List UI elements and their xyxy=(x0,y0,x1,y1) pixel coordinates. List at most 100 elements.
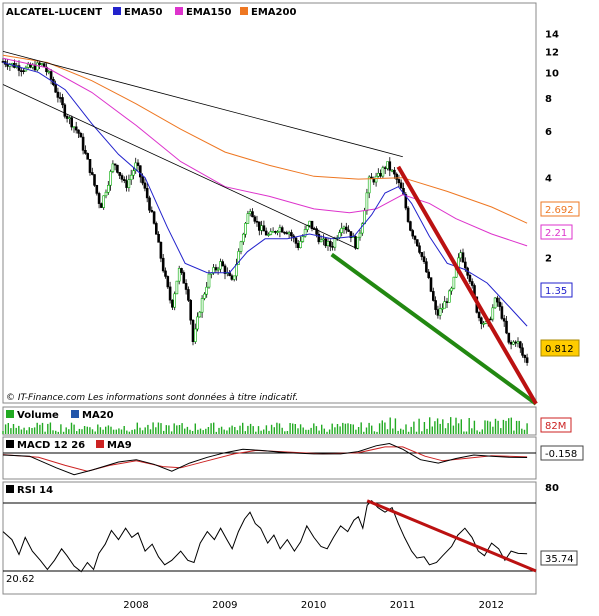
volume-bar xyxy=(252,426,254,434)
candle-body xyxy=(223,265,227,274)
volume-bar xyxy=(405,424,407,434)
volume-bar xyxy=(118,428,120,434)
candle-body xyxy=(514,341,518,344)
candle-body xyxy=(120,175,124,180)
red-resistance-line xyxy=(396,165,538,405)
candle-body xyxy=(203,293,206,299)
volume-bar xyxy=(476,430,478,434)
volume-bar xyxy=(242,422,244,434)
candle-body xyxy=(523,354,527,358)
candle-body xyxy=(338,232,341,238)
candle-body xyxy=(6,64,9,67)
candle-body xyxy=(40,63,44,65)
candle-body xyxy=(49,71,53,80)
volume-bar xyxy=(163,430,165,434)
rsi-20-label: 20.62 xyxy=(6,574,35,585)
price-panel-frame xyxy=(2,2,537,404)
volume-bar xyxy=(299,424,302,434)
volume-bar xyxy=(120,429,123,434)
candle-body xyxy=(438,308,442,316)
candle-body xyxy=(221,261,224,267)
candle-body xyxy=(470,281,474,286)
disclaimer-note: © IT-Finance.com Les informations sont d… xyxy=(6,392,298,403)
candle-body xyxy=(143,182,147,189)
rsi-panel-frame xyxy=(2,481,537,595)
volume-bar xyxy=(65,427,67,434)
candle-body xyxy=(22,70,25,72)
price-y-tick: 10 xyxy=(545,68,559,79)
candle-body xyxy=(159,242,163,259)
legend-ma9: MA9 xyxy=(107,440,132,451)
volume-bar xyxy=(400,428,402,434)
volume-bar xyxy=(228,427,231,434)
candle-body xyxy=(274,231,277,233)
candle-body xyxy=(324,238,328,247)
rsi-trend-line xyxy=(366,499,537,573)
volume-bar xyxy=(105,426,107,434)
volume-bar xyxy=(313,423,315,434)
volume-bar xyxy=(284,431,286,434)
volume-bar xyxy=(326,431,328,434)
candle-body xyxy=(56,91,60,98)
volume-bar xyxy=(139,427,141,434)
candle-body xyxy=(212,267,215,274)
legend-ema50: EMA50 xyxy=(124,7,162,18)
volume-bar xyxy=(505,420,507,434)
x-tick-label: 2012 xyxy=(479,600,504,611)
candle-body xyxy=(331,246,334,248)
candle-body xyxy=(356,236,360,249)
rsi-value: 35.74 xyxy=(545,554,574,565)
candle-body xyxy=(443,301,447,309)
candle-body xyxy=(74,126,78,131)
ema-lines xyxy=(2,54,528,327)
volume-bar xyxy=(249,423,252,434)
candle-body xyxy=(413,235,417,240)
legend-swatch-macd xyxy=(6,440,14,448)
candle-body xyxy=(395,173,399,180)
volume-bar xyxy=(292,423,294,434)
candle-body xyxy=(150,210,154,213)
price-y-tick: 6 xyxy=(545,127,552,138)
candle-body xyxy=(280,227,284,233)
legend-ema200: EMA200 xyxy=(251,7,296,18)
candle-body xyxy=(326,241,330,246)
volume-bar xyxy=(423,422,426,434)
volume-bar xyxy=(213,422,215,434)
candle-body xyxy=(194,328,197,342)
volume-bar xyxy=(481,429,483,434)
volume-bar xyxy=(434,421,436,434)
candle-body xyxy=(342,226,346,229)
volume-bar xyxy=(28,427,30,434)
candle-body xyxy=(367,176,371,194)
volume-bar xyxy=(205,428,207,434)
volume-bar xyxy=(486,420,489,434)
volume-bar xyxy=(344,423,347,434)
candle-body xyxy=(374,175,378,183)
volume-bar xyxy=(223,429,225,434)
candle-body xyxy=(19,70,23,72)
candle-body xyxy=(315,228,318,235)
volume-bar xyxy=(468,418,470,434)
candle-body xyxy=(397,179,401,184)
candle-body xyxy=(200,298,204,313)
volume-bar xyxy=(289,423,291,434)
candle-body xyxy=(17,65,21,71)
volume-bar xyxy=(39,424,41,434)
volume-bar xyxy=(381,420,383,434)
volume-bar xyxy=(465,431,468,434)
candle-body xyxy=(516,341,520,344)
candle-body xyxy=(129,174,133,180)
candle-body xyxy=(47,71,51,73)
volume-bar xyxy=(257,426,260,434)
volume-bar xyxy=(160,423,162,434)
volume-bar xyxy=(218,427,220,434)
candle-body xyxy=(100,203,103,208)
candle-body xyxy=(70,117,73,128)
candle-body xyxy=(425,261,428,273)
volume-bar xyxy=(276,422,278,434)
candle-body xyxy=(35,62,39,71)
candle-body xyxy=(290,232,293,237)
volume-bar xyxy=(186,426,189,434)
volume-bar xyxy=(363,431,365,434)
volume-bar xyxy=(202,430,204,434)
